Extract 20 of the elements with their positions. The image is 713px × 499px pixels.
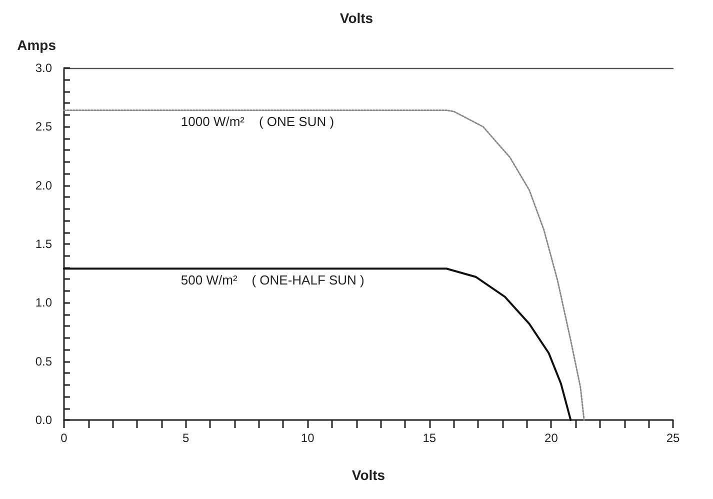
x-tick-label: 10 (300, 431, 315, 445)
y-axis-title: Amps (17, 37, 56, 53)
y-tick-label: 3.0 (35, 61, 52, 75)
series-label: 500 W/m² ( ONE-HALF SUN ) (180, 272, 364, 288)
x-tick-label: 15 (422, 431, 436, 445)
series-label: 1000 W/m² ( ONE SUN ) (180, 114, 334, 130)
line-series (63, 268, 572, 421)
line-series (63, 109, 585, 421)
x-tick-label: 25 (666, 431, 680, 445)
y-tick-label: 2.5 (35, 120, 52, 134)
y-tick-label: 0.0 (35, 413, 52, 427)
y-tick-label: 0.5 (35, 354, 52, 368)
y-tick-label: 2.0 (35, 178, 52, 192)
y-tick-label: 1.0 (35, 296, 52, 310)
x-axis-title: Volts (352, 467, 386, 483)
x-tick-label: 20 (544, 431, 558, 445)
x-tick-label: 0 (60, 431, 68, 445)
x-tick-label: 5 (182, 431, 190, 445)
chart-title: Volts (340, 10, 374, 26)
y-tick-label: 1.5 (35, 237, 52, 251)
